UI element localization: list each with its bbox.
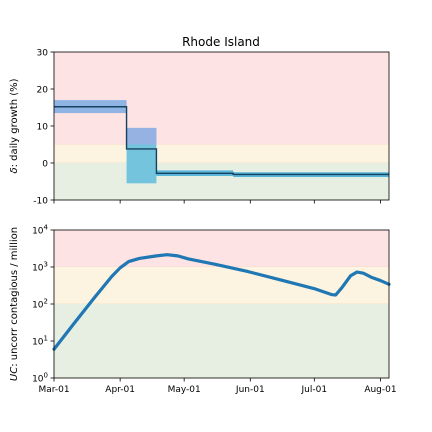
x-tick-label: Jun-01 xyxy=(235,385,265,395)
growth-axes: -10 0 10 20 30 xyxy=(33,48,390,206)
growth-rate-line xyxy=(54,106,389,176)
contagious-zones xyxy=(54,230,389,379)
y-tick-label: 10 xyxy=(37,122,49,132)
x-tick-label: Jul-01 xyxy=(301,385,328,395)
y-tick-label: 103 xyxy=(32,260,48,273)
contagious-y-axis-text: : uncorr contagious / million xyxy=(9,227,20,367)
contagious-series xyxy=(52,253,391,351)
zone-band-2 xyxy=(54,163,389,200)
contagious-panel: Mar-01 Apr-01 May-01 Jun-01 Jul-01 Aug-01 100 1… xyxy=(9,223,397,395)
growth-y-axis-symbol: δ xyxy=(9,167,20,173)
growth-zones xyxy=(54,52,389,201)
zone-band-2 xyxy=(54,304,389,378)
zone-band-0 xyxy=(54,52,389,145)
y-tick-label: 100 xyxy=(32,371,48,384)
growth-series xyxy=(54,106,389,176)
uncertainty-band-2 xyxy=(126,144,157,184)
growth-y-axis-label: δ: daily growth (%) xyxy=(9,78,20,173)
y-tick-label: 104 xyxy=(32,223,48,236)
y-tick-label: 101 xyxy=(32,334,48,347)
x-tick-label: Apr-01 xyxy=(105,385,135,395)
contagious-axes: Mar-01 Apr-01 May-01 Jun-01 Jul-01 Aug-01 100 1… xyxy=(32,223,397,395)
chart-title: Rhode Island xyxy=(182,35,260,49)
zone-band-1 xyxy=(54,144,389,163)
y-tick-label: 102 xyxy=(32,297,48,310)
y-tick-label: 30 xyxy=(37,48,49,58)
y-tick-label: 0 xyxy=(42,159,48,169)
contagious-y-axis-label: UC: uncorr contagious / million xyxy=(9,227,20,381)
x-tick-label: Mar-01 xyxy=(38,385,69,395)
uncertainty-band-1 xyxy=(126,127,157,145)
x-tick-label: May-01 xyxy=(168,385,201,395)
contagious-y-axis-symbol: UC xyxy=(9,367,20,381)
x-tick-label: Aug-01 xyxy=(364,385,396,395)
growth-panel: -10 0 10 20 30 Rhode Island δ: daily growth … xyxy=(9,35,390,206)
zone-band-0 xyxy=(54,230,389,267)
zone-band-1 xyxy=(54,267,389,304)
growth-y-axis-text: : daily growth (%) xyxy=(9,78,20,167)
y-tick-label: 20 xyxy=(37,85,49,95)
y-tick-label: -10 xyxy=(33,196,48,206)
contagious-line xyxy=(52,253,391,351)
